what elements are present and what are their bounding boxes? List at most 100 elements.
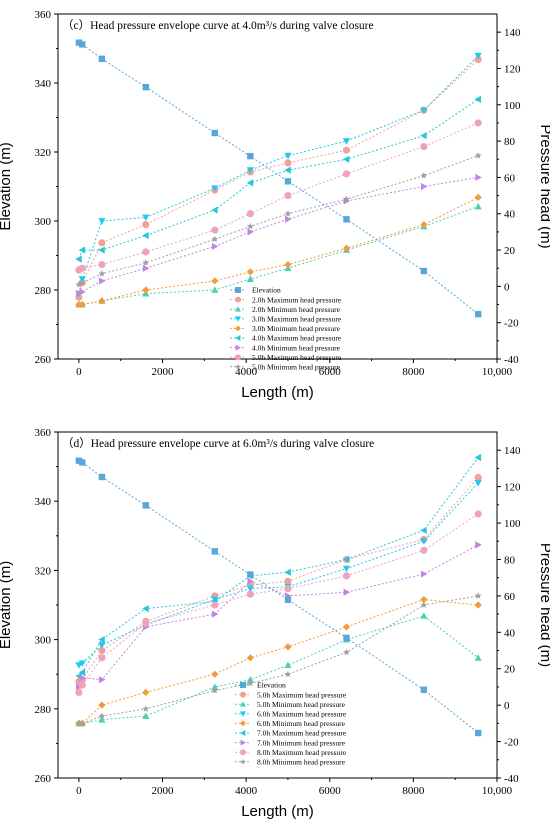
panel-c-series-3-point: [211, 185, 219, 192]
panel-c-y2-tick-label: 120: [504, 63, 521, 75]
panel-c-series-3-point: [246, 167, 254, 174]
panel-d-series-2-point: [246, 676, 254, 683]
panel-d-elevation-point: [420, 686, 428, 693]
panel-d-series-6-point: [79, 674, 86, 682]
panel-d-series-3-point: [98, 642, 106, 649]
panel-c-legend-marker: [235, 325, 241, 332]
panel-c-legend-label: 4.0h Maximum head pressure: [252, 334, 342, 343]
panel-c-legend-marker: [235, 344, 241, 351]
panel-d-series-5-point: [420, 526, 427, 534]
panel-d-series-7-point: [342, 572, 351, 580]
panel-d-series-8-point: [420, 601, 428, 608]
panel-d-legend-marker: [240, 691, 246, 698]
panel-c-series-7-point: [342, 170, 351, 178]
panel-c-x-tick-label: 4000: [235, 366, 258, 378]
panel-d-y2-tick-label: 80: [504, 554, 516, 566]
panel-d-legend-marker: [240, 758, 246, 765]
panel-d-series-5-point: [284, 568, 291, 576]
panel-c-y2-axis-label: Pressure head (m): [537, 124, 550, 248]
panel-c-series-5-point: [78, 246, 86, 254]
panel-c-series-7-point: [211, 226, 219, 234]
panel-d-series-line-6: [78, 544, 479, 688]
panel-c-series-4-point: [474, 193, 482, 201]
panel-d-series-3-point: [342, 565, 351, 573]
panel-c-legend-marker: [235, 335, 241, 341]
panel-c-series-3-point: [98, 218, 106, 225]
panel-d-series-5-point: [342, 555, 350, 564]
panel-d-series-6-point: [343, 588, 351, 596]
panel-c-y2-tick-label: 60: [504, 172, 516, 184]
panel-c-y-axis-label: Elevation (m): [0, 142, 14, 230]
panel-d-y2-tick-label: -40: [504, 773, 519, 785]
panel-c-elevation-point: [420, 267, 428, 275]
panel-c-legend-label: 2.0h Maximum head pressure: [252, 295, 342, 304]
panel-d-x-tick-label: 4000: [235, 785, 258, 797]
panel-c-legend-label: Elevation: [252, 286, 281, 295]
panel-c-series-4-point: [142, 286, 150, 294]
panel-d-y-tick-label: 340: [35, 496, 52, 508]
panel-d-series-3-point: [474, 480, 482, 487]
panel-c-legend-marker: [235, 363, 241, 370]
panel-d-series-7-point: [78, 681, 86, 689]
panel-c-y-tick-label: 360: [35, 9, 52, 21]
panel-d-series-1-point: [284, 577, 292, 585]
panel-d-legend-label: 5.0h Minimum head pressure: [257, 700, 346, 709]
panel-d-y2-tick-label: 140: [504, 445, 521, 457]
panel-c-series-6-point: [76, 290, 83, 298]
panel-c-y2-tick-label: 100: [504, 100, 521, 112]
panel-c-series-7-point: [142, 248, 150, 256]
panel-c-series-4-point: [284, 260, 292, 269]
panel-d-legend-marker: [240, 711, 246, 717]
panel-d-elevation-point: [211, 548, 218, 555]
panel-c-series-6-point: [285, 215, 292, 223]
panel-d-series-7-point: [211, 601, 219, 609]
panel-c-series-line-4: [78, 196, 479, 305]
panel-d-series-4-point: [342, 623, 351, 631]
panel-c-series-5-point: [142, 231, 149, 240]
panel-d-series-3-point: [78, 660, 86, 667]
panel-c-series-8-point: [246, 222, 254, 230]
panel-c-legend-label: 5.0h Maximum head pressure: [252, 353, 342, 362]
panel-c-series-3-point: [342, 138, 351, 145]
panel-d-series-3-point: [420, 538, 428, 545]
panel-d-series-1-point: [98, 646, 106, 655]
panel-d-series-4-point: [142, 688, 150, 697]
panel-c-series-7-point: [98, 260, 106, 269]
panel-c-series-1-point: [474, 55, 482, 63]
panel-c-series-8-point: [420, 172, 428, 179]
panel-c-series-6-point: [142, 264, 150, 272]
panel-c-title: （c）Head pressure envelope curve at 4.0m³…: [62, 19, 374, 32]
panel-c-series-4-point: [98, 297, 106, 305]
panel-d-x-tick-label: 10,000: [482, 785, 513, 797]
panel-c-elevation-point: [142, 83, 149, 91]
panel-c: 0 2000 4000 6000 8000 10,000 260 280 300 320 340 36…: [0, 9, 550, 401]
panel-c-series-4-point: [342, 244, 351, 252]
panel-d-series-7-point: [75, 688, 83, 697]
panel-d-series-2-point: [211, 683, 219, 690]
panel-c-series-7-point: [284, 191, 292, 200]
panel-d-y2-tick-label: 100: [504, 518, 521, 530]
panel-c-series-3-point: [420, 107, 428, 114]
panel-d-series-line-3: [78, 482, 479, 666]
panel-c-elevation-point: [343, 216, 350, 223]
panel-d-series-2-point: [420, 612, 428, 619]
panel-c-x-tick-label: 8000: [402, 366, 425, 378]
panel-c-series-8-point: [211, 235, 219, 243]
panel-d-series-line-4: [78, 598, 479, 724]
panel-d-elevation-point: [79, 459, 86, 466]
panel-c-series-line-6: [78, 176, 479, 295]
panel-c-legend-marker: [235, 296, 241, 303]
panel-d-legend-label: 8.0h Maximum head pressure: [257, 748, 347, 757]
panel-d-series-line-7: [78, 513, 479, 693]
panel-c-series-6-point: [99, 277, 106, 285]
panel-d-legend-label: 6.0h Maximum head pressure: [257, 710, 347, 719]
panel-c-elevation-point: [211, 129, 218, 137]
panel-c-series-6-point: [475, 173, 482, 182]
panel-d-series-line-2: [78, 615, 479, 724]
panel-d-series-5-point: [142, 605, 149, 613]
panel-c-series-8-point: [75, 280, 83, 288]
panel-c-series-2-point: [246, 275, 254, 282]
panel-c-y2-tick-label: -40: [504, 354, 519, 366]
panel-c-series-4-point: [246, 268, 254, 276]
